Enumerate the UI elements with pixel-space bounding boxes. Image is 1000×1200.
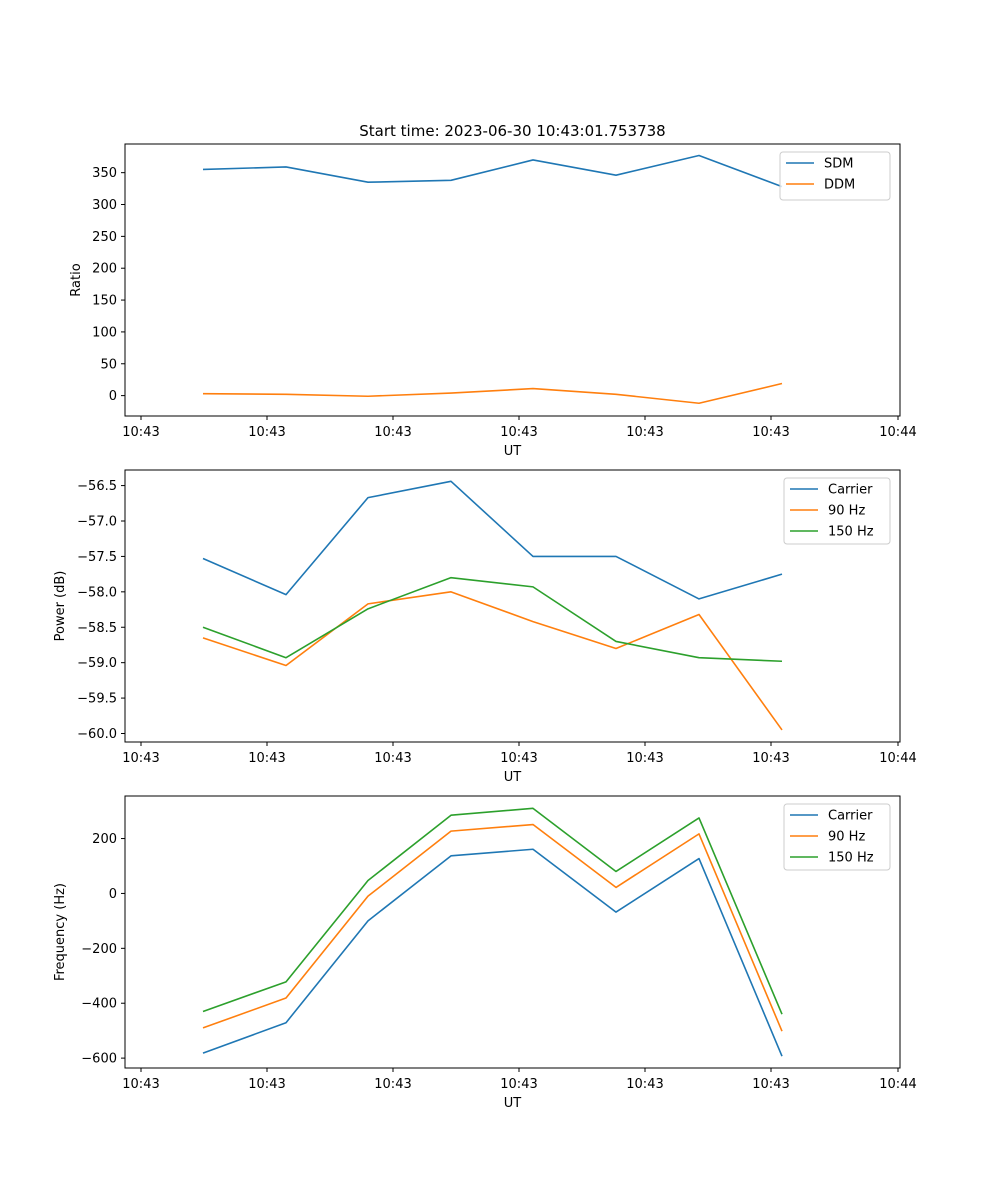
y-tick-label: 150 [92, 294, 117, 309]
legend-box [783, 803, 891, 871]
x-tick-label: 10:43 [248, 425, 285, 440]
legend-label: Carrier [828, 809, 873, 824]
x-axis-label: UT [504, 1096, 522, 1111]
x-tick-label: 10:43 [122, 1077, 159, 1092]
x-tick-label: 10:43 [626, 1077, 663, 1092]
x-tick-label: 10:43 [248, 751, 285, 766]
series-line-carrier [202, 480, 783, 600]
x-tick-label: 10:43 [500, 1077, 537, 1092]
y-tick-label: 200 [92, 262, 117, 277]
y-tick-label: 250 [92, 230, 117, 245]
legend: Carrier 90 Hz 150 Hz [783, 477, 891, 545]
x-tick-label: 10:43 [626, 751, 663, 766]
chart-panel-2: 10:43 10:43 10:43 10:43 10:43 10:43 10:44 UT −60… [53, 469, 917, 785]
y-tick-label: −60.0 [77, 727, 117, 742]
y-tick-label: −600 [81, 1052, 117, 1067]
y-tick-label: −58.0 [77, 585, 117, 600]
legend: Carrier 90 Hz 150 Hz [783, 803, 891, 871]
x-tick-label: 10:43 [374, 751, 411, 766]
x-axis-label: UT [504, 770, 522, 785]
legend-label: 150 Hz [828, 525, 874, 540]
plot-frame [124, 795, 901, 1069]
x-tick-label: 10:43 [248, 1077, 285, 1092]
x-tick-label: 10:43 [374, 1077, 411, 1092]
y-tick-label: −57.0 [77, 515, 117, 530]
x-tick-label: 10:43 [752, 1077, 789, 1092]
y-tick-label: −57.5 [77, 550, 117, 565]
chart-panel-1: 10:43 10:43 10:43 10:43 10:43 10:43 10:44 UT 0 50… [69, 143, 917, 459]
x-tick-label: 10:43 [122, 425, 159, 440]
figure-title: Start time: 2023-06-30 10:43:01.753738 [359, 122, 665, 140]
legend: SDM DDM [779, 151, 891, 201]
legend-label: 90 Hz [828, 504, 865, 519]
legend-box [783, 477, 891, 545]
x-tick-label: 10:43 [500, 425, 537, 440]
x-tick-label: 10:43 [122, 751, 159, 766]
plot-frame [124, 143, 901, 417]
y-tick-label: 300 [92, 198, 117, 213]
y-tick-label: −58.5 [77, 621, 117, 636]
plot-frame [124, 469, 901, 743]
x-tick-label: 10:44 [879, 1077, 916, 1092]
y-tick-label: −59.5 [77, 692, 117, 707]
x-axis-label: UT [504, 444, 522, 459]
x-tick-label: 10:43 [374, 425, 411, 440]
y-tick-label: 50 [100, 357, 117, 372]
legend-label: Carrier [828, 483, 873, 498]
y-axis-label: Ratio [69, 263, 84, 296]
y-tick-label: 200 [92, 832, 117, 847]
x-tick-label: 10:43 [500, 751, 537, 766]
y-tick-label: −59.0 [77, 656, 117, 671]
y-tick-label: −200 [81, 942, 117, 957]
y-axis-label: Frequency (Hz) [53, 883, 68, 981]
y-tick-label: −400 [81, 997, 117, 1012]
chart-panel-3: 10:43 10:43 10:43 10:43 10:43 10:43 10:44 UT −60… [53, 795, 917, 1111]
series-line-90-hz [202, 591, 783, 731]
legend-label: DDM [824, 178, 855, 193]
series-line-carrier [202, 848, 783, 1057]
y-tick-label: 0 [109, 389, 117, 404]
y-tick-label: 350 [92, 166, 117, 181]
y-axis-label: Power (dB) [53, 571, 68, 642]
x-tick-label: 10:43 [752, 425, 789, 440]
y-tick-label: 100 [92, 325, 117, 340]
series-line-sdm [202, 154, 783, 188]
series-line-150-hz [202, 576, 783, 663]
x-tick-label: 10:43 [626, 425, 663, 440]
x-tick-label: 10:44 [879, 751, 916, 766]
series-line-150-hz [202, 807, 783, 1015]
x-tick-label: 10:44 [879, 425, 916, 440]
y-tick-label: −56.5 [77, 479, 117, 494]
legend-box [779, 151, 891, 201]
series-line-90-hz [202, 823, 783, 1032]
y-tick-label: 0 [109, 887, 117, 902]
series-line-ddm [202, 382, 783, 405]
x-tick-label: 10:43 [752, 751, 789, 766]
legend-label: SDM [824, 157, 853, 172]
legend-label: 150 Hz [828, 851, 874, 866]
legend-label: 90 Hz [828, 830, 865, 845]
